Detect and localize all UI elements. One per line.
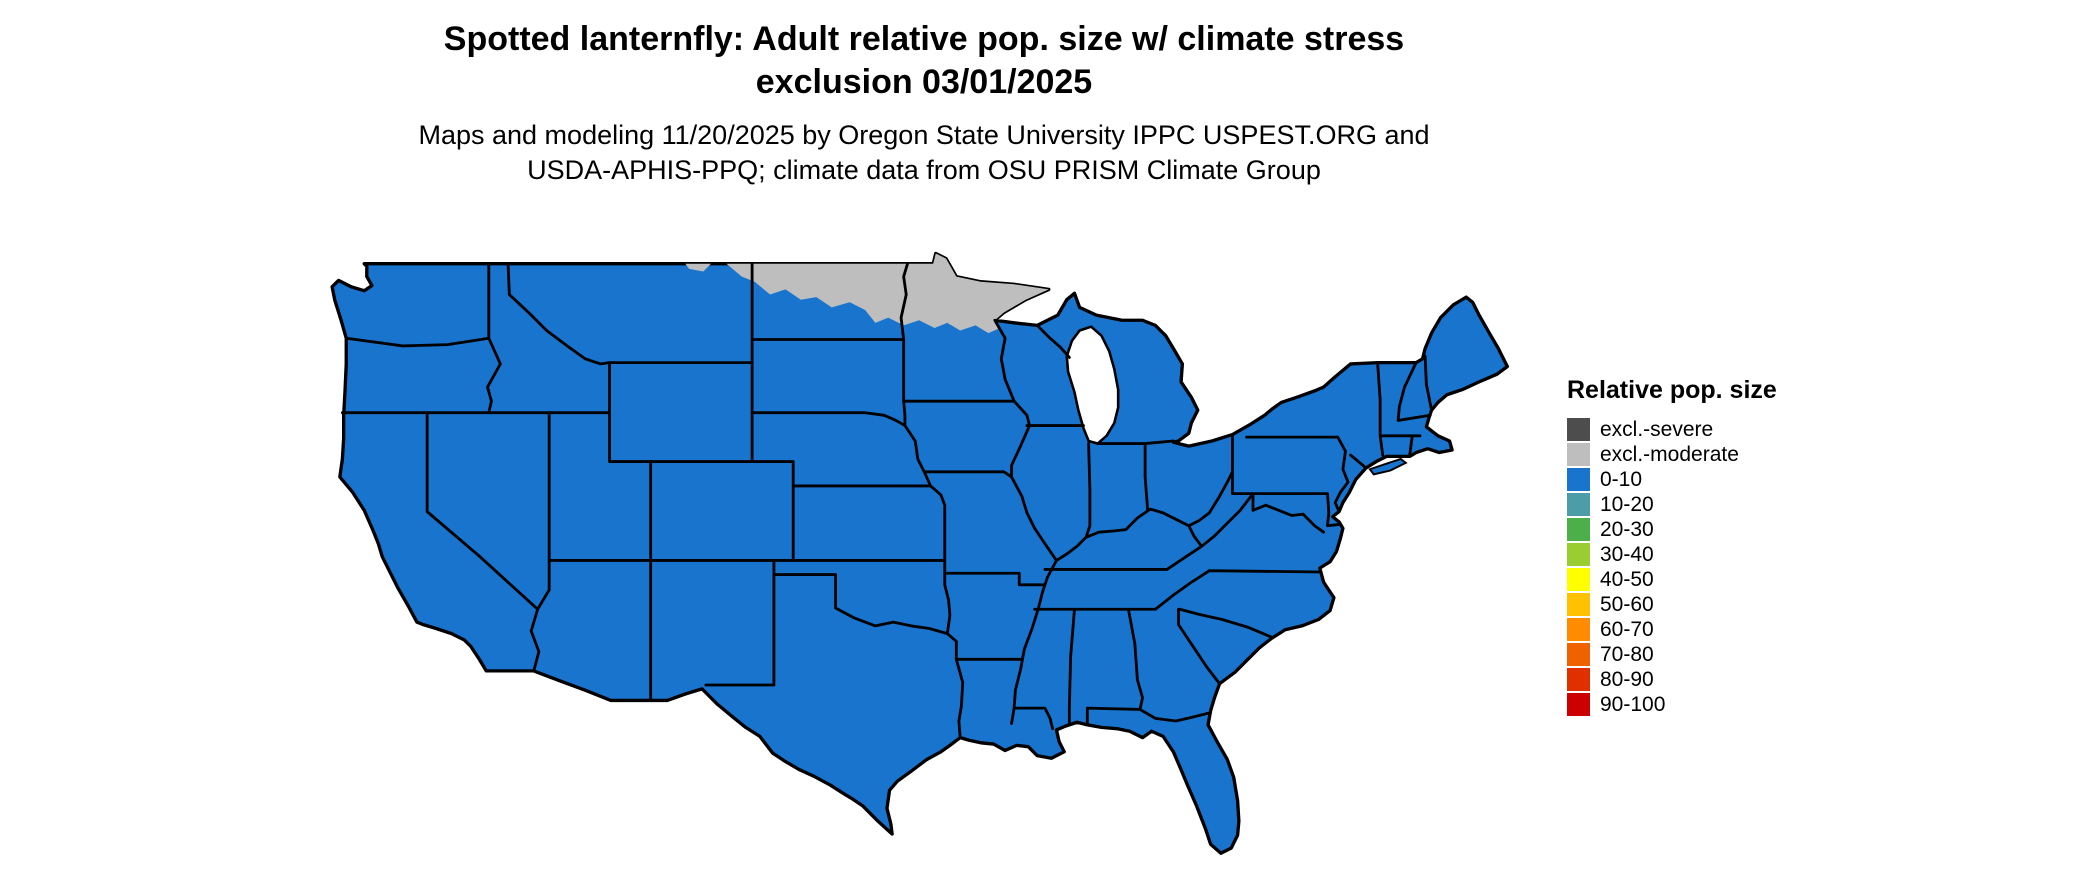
legend-swatch — [1567, 668, 1590, 691]
legend-item-30-40: 30-40 — [1567, 542, 1777, 567]
legend-swatch — [1567, 468, 1590, 491]
legend-label: 50-60 — [1600, 593, 1654, 616]
legend-label: 90-100 — [1600, 693, 1666, 716]
legend-item-10-20: 10-20 — [1567, 492, 1777, 517]
legend-swatch — [1567, 493, 1590, 516]
legend-label: 60-70 — [1600, 618, 1654, 641]
us-map-svg — [330, 251, 1509, 855]
legend-swatch — [1567, 618, 1590, 641]
legend: Relative pop. size excl.-severe excl.-mo… — [1567, 376, 1777, 717]
legend-swatch — [1567, 568, 1590, 591]
legend-label: 20-30 — [1600, 518, 1654, 541]
long-island — [1368, 457, 1408, 476]
legend-label: 10-20 — [1600, 493, 1654, 516]
state-borders — [340, 262, 1433, 740]
legend-swatch — [1567, 443, 1590, 466]
legend-item-0-10: 0-10 — [1567, 467, 1777, 492]
legend-item-40-50: 40-50 — [1567, 567, 1777, 592]
legend-item-excl-severe: excl.-severe — [1567, 417, 1777, 442]
legend-item-50-60: 50-60 — [1567, 592, 1777, 617]
legend-swatch — [1567, 693, 1590, 716]
us-choropleth-map — [300, 220, 1533, 888]
us-outline-region-0-10 — [330, 251, 1509, 855]
page-title-line1: Spotted lanternfly: Adult relative pop. … — [443, 20, 1405, 58]
exclusion-moderate-region — [726, 253, 1049, 334]
legend-item-70-80: 70-80 — [1567, 642, 1777, 667]
legend-item-60-70: 60-70 — [1567, 617, 1777, 642]
legend-swatch — [1567, 593, 1590, 616]
legend-label: 80-90 — [1600, 668, 1654, 691]
legend-label: excl.-severe — [1600, 418, 1714, 441]
page-title: Spotted lanternfly: Adult relative pop. … — [0, 18, 1848, 104]
page-subtitle-line1: Maps and modeling 11/20/2025 by Oregon S… — [418, 120, 1430, 150]
legend-label: excl.-moderate — [1600, 443, 1739, 466]
legend-label: 40-50 — [1600, 568, 1654, 591]
page-subtitle-line2: USDA-APHIS-PPQ; climate data from OSU PR… — [527, 155, 1321, 185]
legend-item-excl-moderate: excl.-moderate — [1567, 442, 1777, 467]
legend-swatch — [1567, 643, 1590, 666]
lake-michigan — [1065, 325, 1120, 445]
legend-item-90-100: 90-100 — [1567, 692, 1777, 717]
exclusion-moderate-fragment — [685, 263, 711, 272]
legend-swatch — [1567, 518, 1590, 541]
legend-item-80-90: 80-90 — [1567, 667, 1777, 692]
legend-label: 70-80 — [1600, 643, 1654, 666]
legend-title: Relative pop. size — [1567, 376, 1777, 404]
legend-item-20-30: 20-30 — [1567, 517, 1777, 542]
legend-swatch — [1567, 543, 1590, 566]
legend-swatch — [1567, 418, 1590, 441]
legend-label: 0-10 — [1600, 468, 1643, 491]
legend-label: 30-40 — [1600, 543, 1654, 566]
page-title-line2: exclusion 03/01/2025 — [755, 63, 1093, 101]
page-subtitle: Maps and modeling 11/20/2025 by Oregon S… — [0, 118, 1848, 188]
